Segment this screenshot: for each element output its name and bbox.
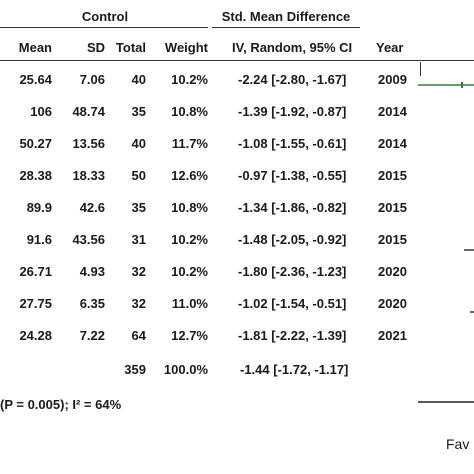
- row-sd: 4.93: [79, 264, 105, 279]
- row-year: 2014: [378, 104, 407, 119]
- row-weight: 10.2%: [171, 264, 208, 279]
- row-mean: 27.75: [19, 296, 52, 311]
- row-sd: 48.74: [72, 104, 105, 119]
- row-year: 2009: [378, 72, 407, 87]
- row-mean: 25.64: [19, 72, 52, 87]
- column-header-ci: IV, Random, 95% CI: [232, 40, 353, 55]
- control-header-rule: [0, 27, 208, 28]
- row-ci: -1.34 [-1.86, -0.82]: [238, 200, 347, 215]
- row-mean: 26.71: [19, 264, 52, 279]
- row-total: 35: [131, 104, 146, 119]
- row-year: 2021: [378, 328, 407, 343]
- row-sd: 13.56: [72, 136, 105, 151]
- row-total: 31: [131, 232, 146, 247]
- row-total: 35: [131, 200, 146, 215]
- row-year: 2015: [378, 200, 407, 215]
- row-ci: -0.97 [-1.38, -0.55]: [238, 168, 347, 183]
- header-bottom-rule: [0, 60, 474, 61]
- column-header-weight: Weight: [164, 40, 208, 55]
- heterogeneity-text: (P = 0.005); I² = 64%: [0, 397, 122, 412]
- plot-tick: [420, 62, 421, 76]
- row-ci: -1.08 [-1.55, -0.61]: [238, 136, 347, 151]
- row-mean: 24.28: [19, 328, 52, 343]
- row-sd: 7.06: [79, 72, 105, 87]
- row-weight: 10.8%: [171, 200, 208, 215]
- row-mean: 106: [30, 104, 52, 119]
- row-ci: -1.80 [-2.36, -1.23]: [238, 264, 347, 279]
- row-sd: 7.22: [79, 328, 105, 343]
- row-ci: -2.24 [-2.80, -1.67]: [238, 72, 347, 87]
- row-total: 50: [131, 168, 146, 183]
- control-group-header: Control: [81, 9, 129, 24]
- row-mean: 50.27: [19, 136, 52, 151]
- total-ci: -1.44 [-1.72, -1.17]: [240, 362, 349, 377]
- row-ci: -1.39 [-1.92, -0.87]: [238, 104, 347, 119]
- row-total: 40: [131, 136, 146, 151]
- row-weight: 10.2%: [171, 232, 208, 247]
- row-mean: 91.6: [26, 232, 52, 247]
- total-n: 359: [124, 362, 146, 377]
- row-year: 2020: [378, 296, 407, 311]
- row-ci: -1.81 [-2.22, -1.39]: [238, 328, 347, 343]
- row-sd: 18.33: [72, 168, 105, 183]
- column-header-total: Total: [115, 40, 146, 55]
- column-header-sd: SD: [86, 40, 105, 55]
- row-mean: 89.9: [26, 200, 52, 215]
- row-total: 40: [131, 72, 146, 87]
- column-header-year: Year: [376, 40, 404, 55]
- row-total: 32: [131, 296, 146, 311]
- row-total: 64: [131, 328, 146, 343]
- row-weight: 10.8%: [171, 104, 208, 119]
- row-sd: 43.56: [72, 232, 105, 247]
- row-year: 2015: [378, 168, 407, 183]
- row-ci: -1.02 [-1.54, -0.51]: [238, 296, 347, 311]
- row-year: 2015: [378, 232, 407, 247]
- row-sd: 6.35: [79, 296, 105, 311]
- row-weight: 10.2%: [171, 72, 208, 87]
- row-total: 32: [131, 264, 146, 279]
- row-weight: 11.0%: [171, 296, 208, 311]
- row-mean: 28.38: [19, 168, 52, 183]
- effect-header-rule: [212, 27, 360, 28]
- row-weight: 11.7%: [171, 136, 208, 151]
- row-sd: 42.6: [79, 200, 105, 215]
- row-weight: 12.6%: [171, 168, 208, 183]
- row-weight: 12.7%: [171, 328, 208, 343]
- total-weight: 100.0%: [163, 362, 208, 377]
- favours-label: Fav: [446, 436, 470, 452]
- column-header-mean: Mean: [18, 40, 52, 55]
- row-year: 2014: [378, 136, 407, 151]
- effect-header: Std. Mean Difference: [221, 9, 351, 24]
- row-ci: -1.48 [-2.05, -0.92]: [238, 232, 347, 247]
- row-year: 2020: [378, 264, 407, 279]
